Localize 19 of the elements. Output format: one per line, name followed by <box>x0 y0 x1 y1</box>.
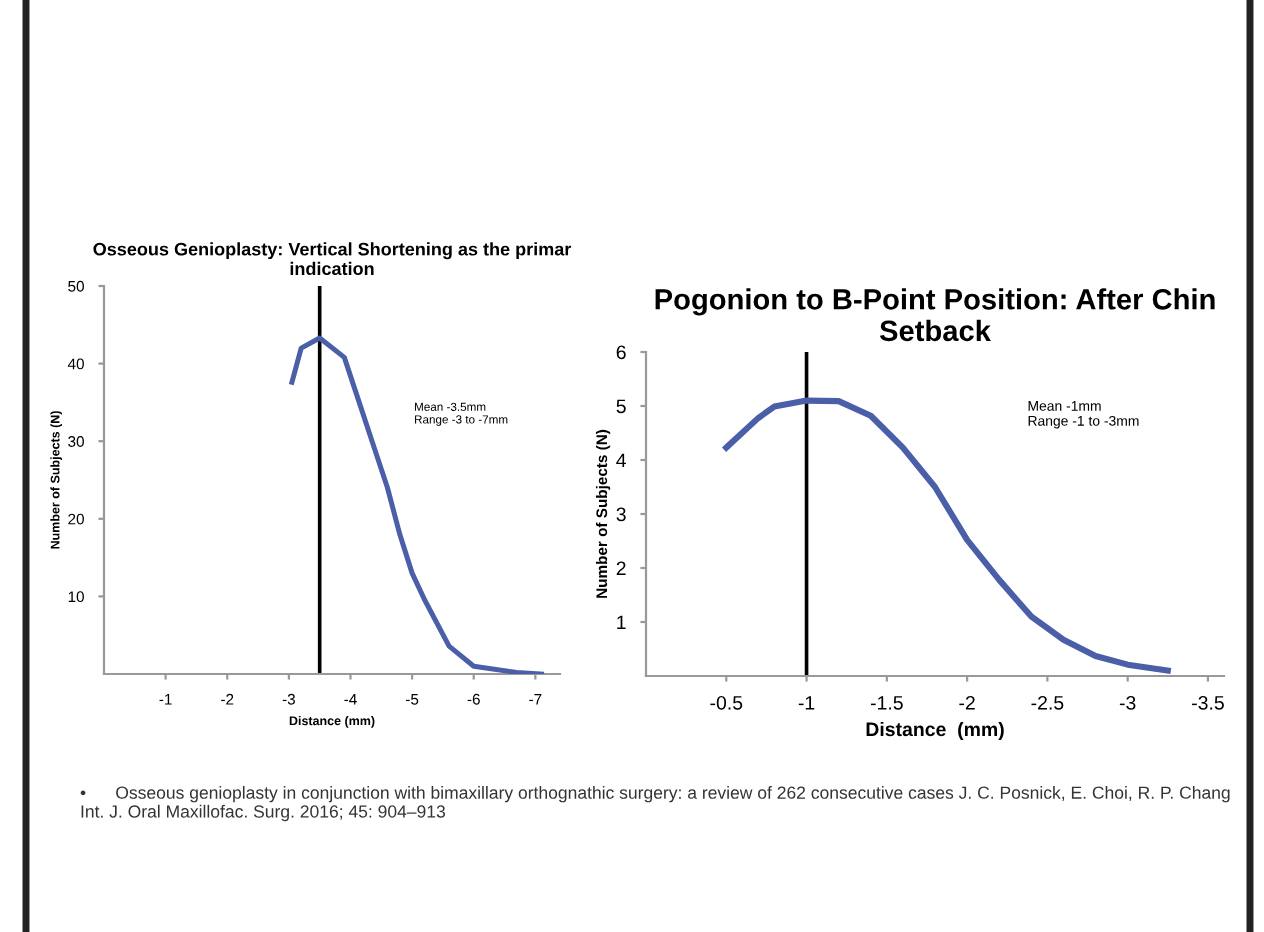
y-tick-label: 3 <box>616 507 626 522</box>
chart-title: Osseous Genioplasty: Vertical Shortening as the primar indication <box>93 242 572 276</box>
x-tick-label: -1.5 <box>870 696 903 710</box>
x-axis-title: Distance (mm) <box>866 721 1004 741</box>
x-tick-label: -0.5 <box>710 695 743 710</box>
x-tick-label: -2 <box>959 695 975 710</box>
y-tick-label: 6 <box>616 345 626 360</box>
x-tick-label: -1 <box>798 696 815 710</box>
chart-title: Pogonion to B-Point Position: After Chin Setback <box>655 288 1215 342</box>
y-tick-label: 1 <box>617 615 626 630</box>
text: • Osseous genioplasty in conjunction with bimaxillary orthognathic surgery: a review of 262 consecutive cases J. C. Posnick, E. Choi, R. P. Chang Int. J. Oral Maxillofac. Surg. 2016; 45: 904–913 <box>80 786 1230 822</box>
x-tick-label: -2.5 <box>1031 695 1064 710</box>
x-tick-label: -3 <box>1119 695 1136 710</box>
y-tick-label: 5 <box>616 399 626 414</box>
line-series <box>723 397 1171 674</box>
y-tick-label: 2 <box>616 561 626 576</box>
y-tick-label: 4 <box>616 453 626 468</box>
line-series <box>289 335 545 674</box>
x-tick-label: -3.5 <box>1192 695 1224 710</box>
